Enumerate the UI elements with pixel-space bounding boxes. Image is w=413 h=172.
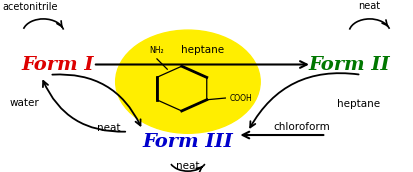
Text: Form I: Form I bbox=[21, 56, 94, 74]
Text: neat: neat bbox=[176, 161, 199, 171]
Text: NH₂: NH₂ bbox=[150, 46, 164, 55]
Text: neat: neat bbox=[97, 123, 121, 133]
Text: COOH: COOH bbox=[230, 94, 252, 103]
Text: chloroform: chloroform bbox=[273, 122, 330, 132]
Text: neat: neat bbox=[358, 1, 381, 11]
Text: acetonitrile: acetonitrile bbox=[2, 2, 57, 12]
Text: Form II: Form II bbox=[308, 56, 390, 74]
Text: heptane: heptane bbox=[181, 45, 224, 55]
Ellipse shape bbox=[116, 30, 260, 133]
Text: water: water bbox=[9, 98, 39, 108]
Text: Form III: Form III bbox=[142, 133, 233, 151]
Text: heptane: heptane bbox=[337, 99, 380, 109]
